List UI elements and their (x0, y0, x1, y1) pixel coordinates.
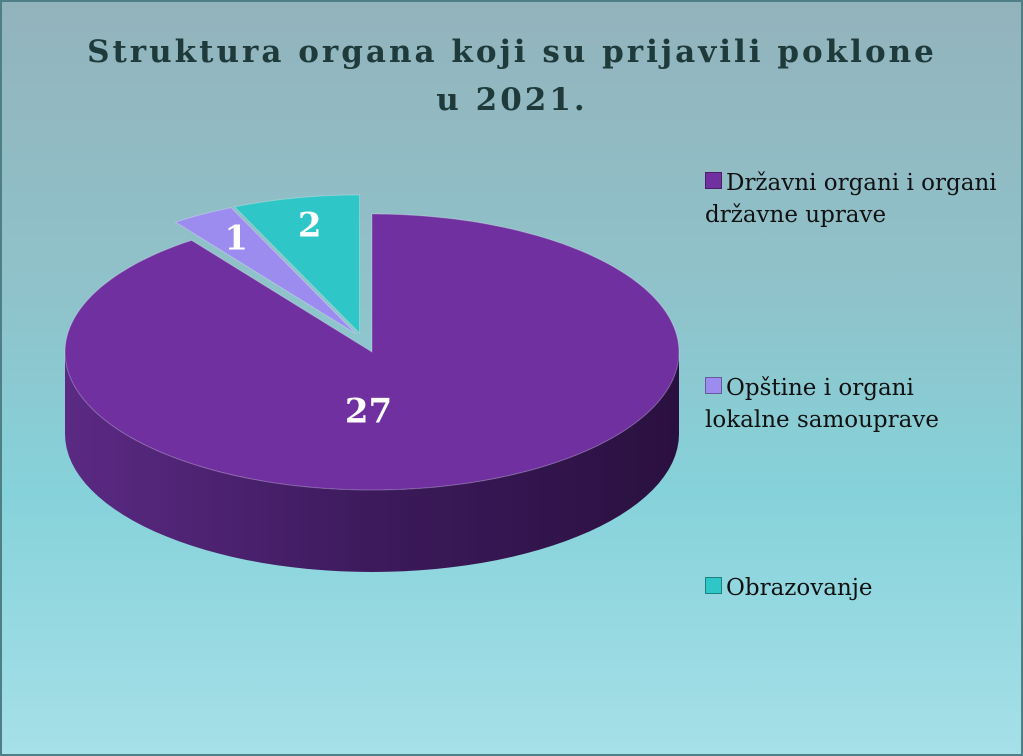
legend-label: Obrazovanje (726, 575, 873, 601)
legend-entry: Državni organi i organi državne uprave (705, 167, 1005, 231)
slice-side (65, 352, 679, 572)
legend-label: Državni organi i organi državne uprave (705, 170, 997, 228)
pie-slice (64, 213, 680, 491)
legend-label: Opštine i organi lokalne samouprave (705, 375, 939, 433)
pie-slice (233, 194, 361, 335)
chart-title: Struktura organa koji su prijavili poklo… (87, 34, 937, 118)
legend-swatch (705, 172, 722, 189)
data-label: 1 (224, 219, 248, 259)
data-label: 2 (298, 206, 322, 246)
legend-entry: Obrazovanje (705, 572, 1005, 604)
legend-swatch (705, 377, 722, 394)
legend-swatch (705, 577, 722, 594)
legend-entry: Opštine i organi lokalne samouprave (705, 372, 1005, 436)
pie-slice (174, 207, 357, 335)
data-label: 27 (345, 392, 392, 432)
